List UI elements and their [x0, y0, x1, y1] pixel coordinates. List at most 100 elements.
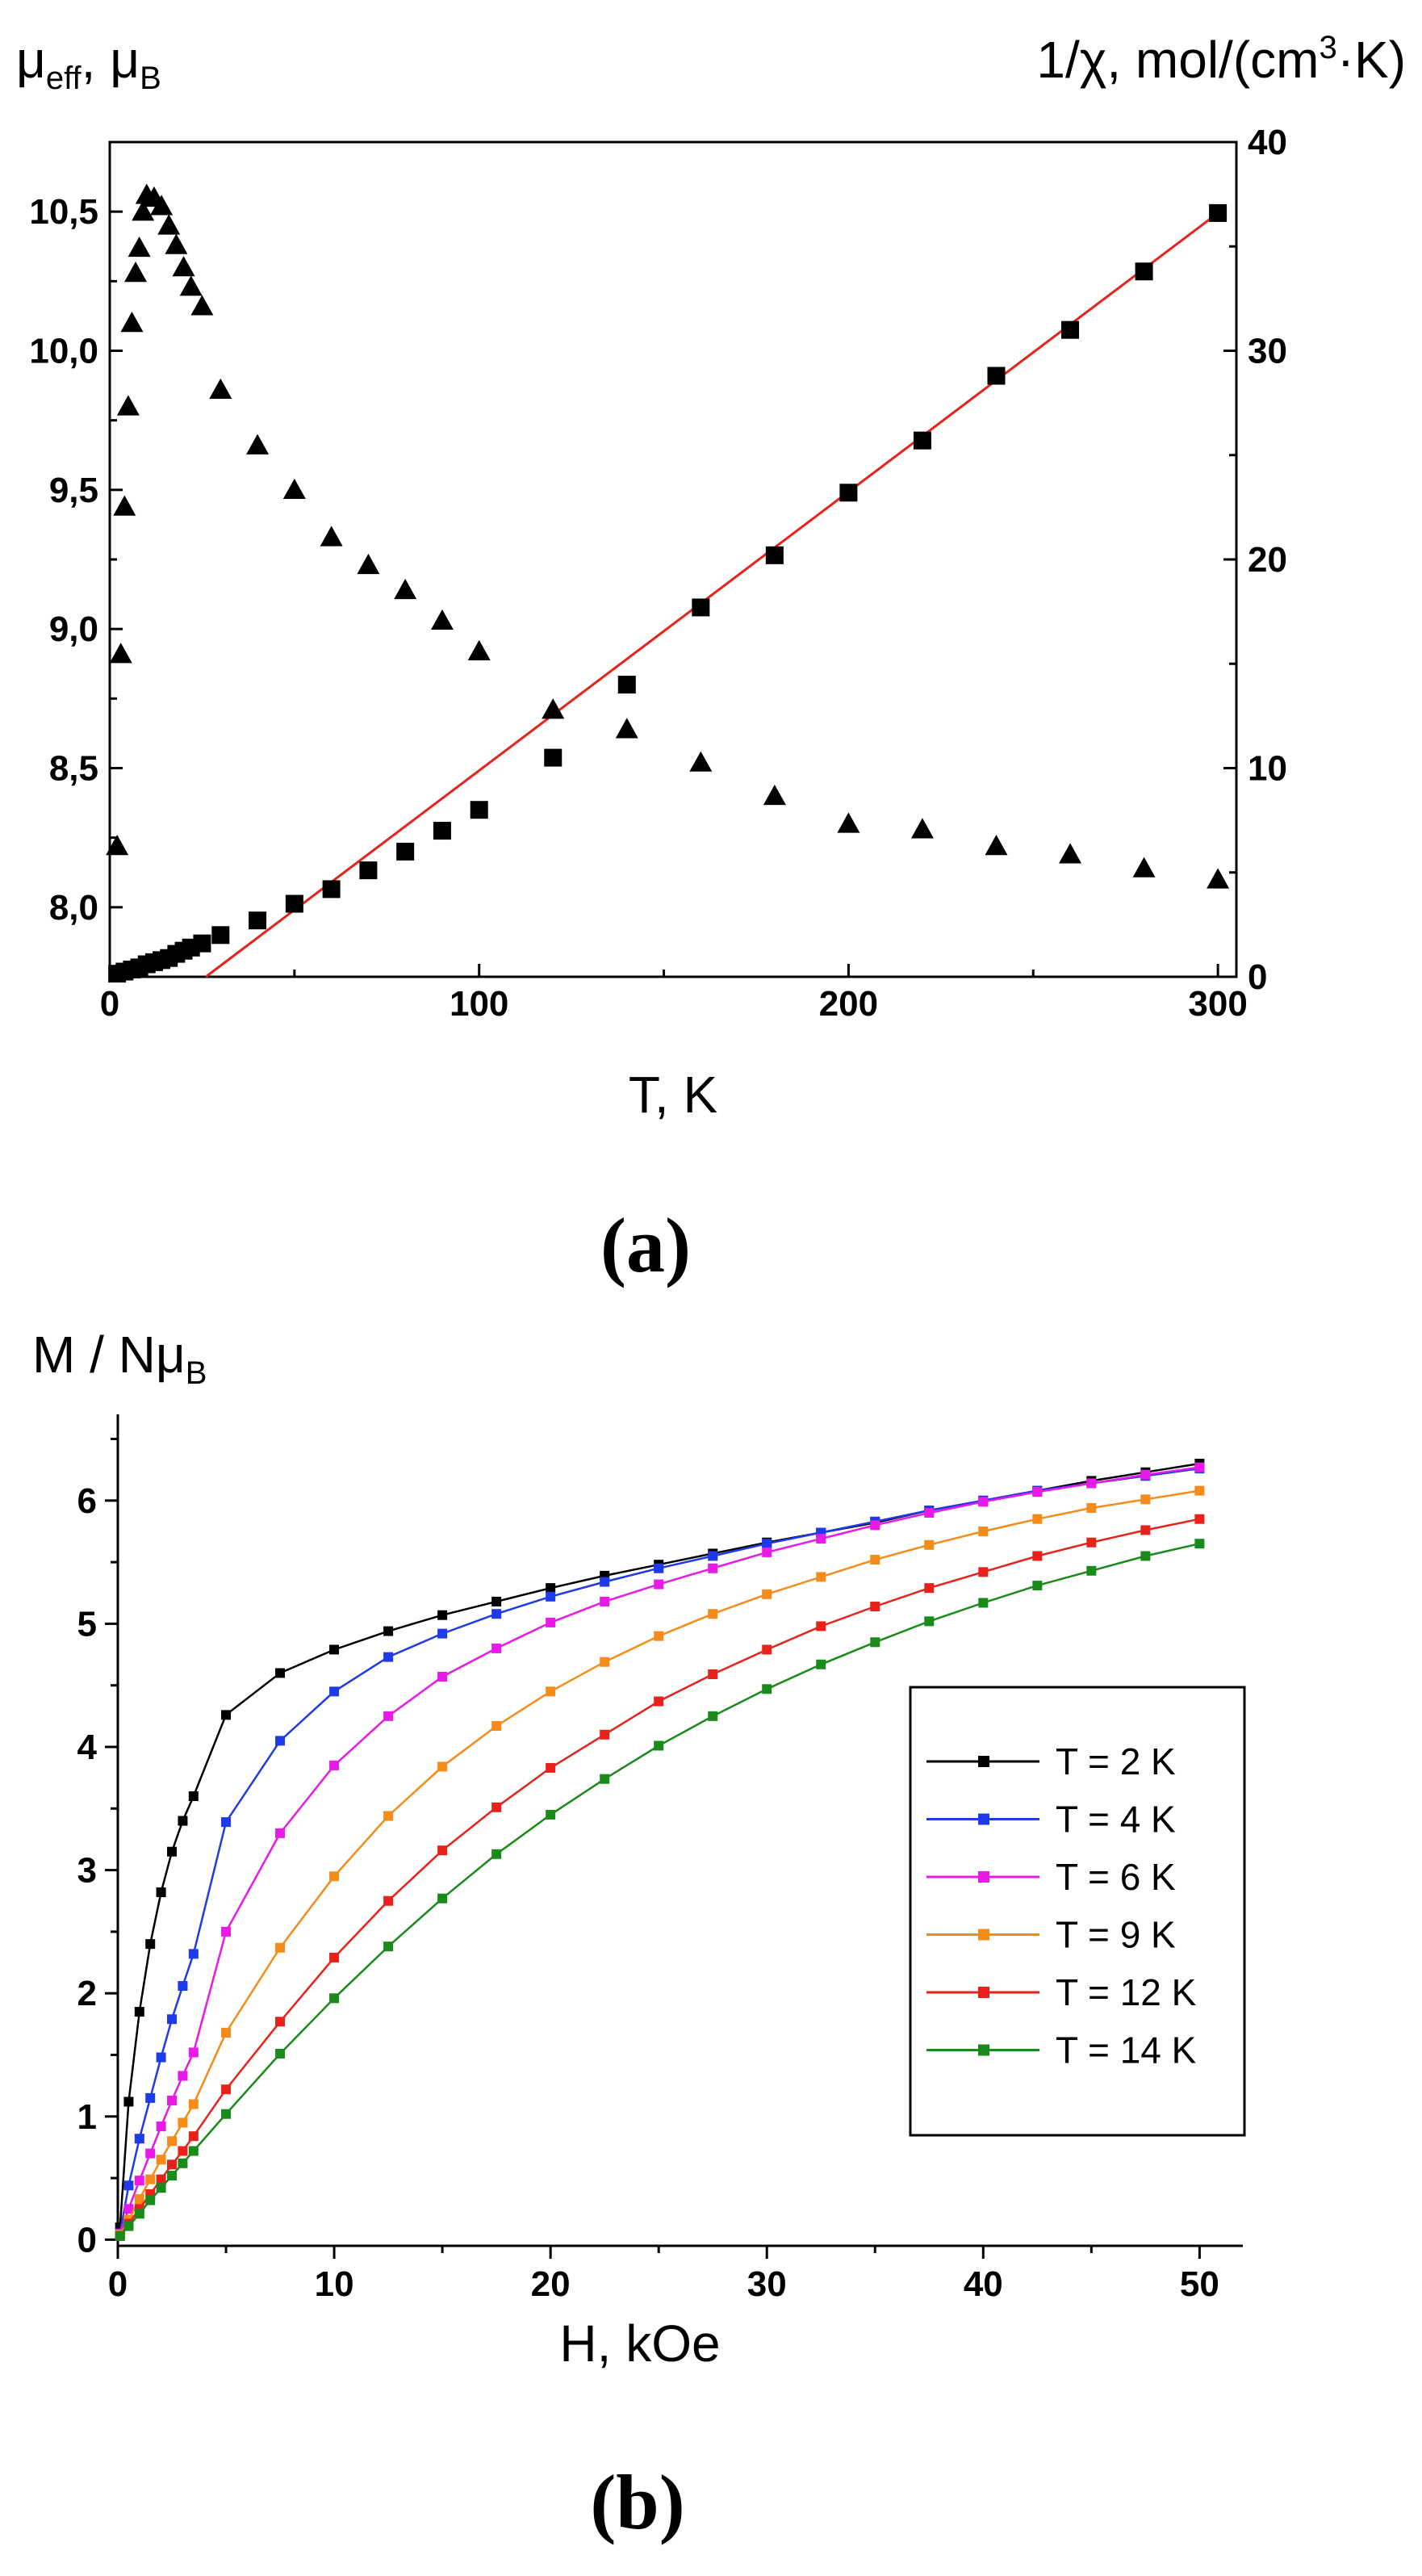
y-left-tick-label-a: 10,5 — [29, 192, 98, 232]
series-point-0 — [437, 1610, 448, 1620]
inv-chi-point — [193, 934, 211, 953]
inv-chi-point — [211, 926, 230, 945]
mu-eff-point — [837, 812, 860, 833]
series-point-2 — [1140, 1469, 1151, 1480]
inv-chi-point — [617, 676, 636, 694]
series-point-2 — [221, 1926, 232, 1937]
y-right-tick-label-a: 20 — [1248, 540, 1287, 580]
mu-eff-point — [106, 835, 129, 856]
series-point-5 — [178, 2158, 188, 2168]
mu-eff-point — [985, 835, 1008, 856]
series-point-3 — [1032, 1514, 1043, 1524]
y-right-tick-label-a: 0 — [1248, 957, 1267, 997]
series-point-4 — [167, 2159, 178, 2170]
series-point-3 — [546, 1686, 556, 1697]
series-point-0 — [546, 1583, 556, 1594]
mu-eff-point — [124, 261, 148, 283]
series-point-4 — [1194, 1514, 1205, 1524]
y-right-axis-title: 1/χ, mol/(cm3·K) — [1036, 30, 1406, 89]
series-point-3 — [1194, 1485, 1205, 1496]
inv-chi-point — [987, 367, 1006, 385]
inv-chi-point — [839, 484, 858, 502]
series-point-5 — [1086, 1565, 1097, 1576]
series-point-3 — [221, 2028, 232, 2038]
series-point-2 — [329, 1760, 340, 1770]
mu-eff-point — [394, 578, 417, 600]
series-point-4 — [178, 2146, 188, 2156]
y-right-tick-label-a: 30 — [1248, 332, 1287, 371]
series-point-0 — [167, 1846, 178, 1857]
series-point-2 — [978, 1497, 989, 1507]
y-tick-label-b: 4 — [77, 1728, 98, 1767]
series-point-3 — [134, 2194, 144, 2205]
mu-eff-point — [172, 256, 195, 277]
series-point-1 — [329, 1686, 340, 1697]
series-point-1 — [156, 2052, 166, 2063]
panel-label-b: (b) — [590, 2459, 684, 2545]
series-point-5 — [546, 1809, 556, 1820]
series-point-5 — [762, 1684, 772, 1694]
series-point-2 — [1086, 1478, 1097, 1489]
y-left-tick-label-a: 9,5 — [49, 471, 98, 510]
mu-eff-point — [246, 434, 270, 454]
series-point-3 — [762, 1589, 772, 1599]
series-point-3 — [708, 1609, 718, 1619]
series-point-5 — [600, 1774, 610, 1784]
fit-line — [205, 212, 1219, 978]
series-point-3 — [978, 1526, 989, 1536]
y-tick-label-b: 6 — [77, 1481, 97, 1521]
inv-chi-point — [1135, 262, 1153, 281]
y-tick-label-b: 1 — [77, 2097, 97, 2137]
mu-eff-point — [150, 195, 174, 216]
series-point-2 — [924, 1508, 935, 1518]
series-point-4 — [600, 1729, 610, 1740]
series-point-5 — [123, 2221, 134, 2231]
series-point-5 — [134, 2209, 144, 2219]
series-point-4 — [978, 1567, 989, 1577]
mu-eff-point — [615, 718, 638, 739]
y-right-tick-label-a: 40 — [1248, 123, 1287, 162]
x-axis-title-a: T, K — [629, 1066, 717, 1124]
series-point-4 — [816, 1621, 826, 1631]
series-point-5 — [275, 2048, 286, 2059]
series-point-5 — [1194, 1539, 1205, 1549]
panel-label-a: (a) — [600, 1202, 691, 1288]
series-point-5 — [188, 2146, 199, 2156]
series-point-4 — [329, 1952, 340, 1962]
series-point-1 — [491, 1609, 502, 1619]
series-point-3 — [383, 1811, 394, 1821]
series-point-4 — [546, 1762, 556, 1773]
series-point-4 — [654, 1696, 664, 1707]
mu-eff-point — [116, 395, 140, 416]
panel-b: 0 10 20 30 40 50 0 1 2 3 4 5 6 T = 2 K T = 4 K T = 6 K T… — [32, 1326, 1246, 2545]
series-point-1 — [654, 1563, 664, 1573]
x-tick-label-b: 40 — [964, 2264, 1003, 2304]
series-point-1 — [123, 2180, 134, 2191]
series-point-0 — [221, 1710, 232, 1720]
inv-chi-point — [249, 911, 267, 930]
series-point-0 — [491, 1596, 502, 1606]
series-point-2 — [870, 1520, 880, 1531]
series-point-1 — [145, 2092, 156, 2103]
series-point-1 — [762, 1539, 772, 1549]
y-tick-label-b: 2 — [77, 1974, 97, 2013]
series-point-4 — [275, 2017, 286, 2027]
series-point-4 — [924, 1583, 935, 1594]
series-point-5 — [1032, 1581, 1043, 1591]
series-point-4 — [221, 2084, 232, 2095]
x-tick-label-b: 0 — [108, 2264, 128, 2304]
series-point-3 — [437, 1761, 448, 1772]
inv-chi-point — [913, 431, 931, 450]
legend-label-3: T = 9 K — [1056, 1914, 1176, 1956]
series-point-0 — [156, 1887, 166, 1898]
series-point-4 — [383, 1895, 394, 1906]
mu-eff-point — [1207, 868, 1230, 889]
series-point-2 — [188, 2047, 199, 2058]
mu-eff-point — [1059, 843, 1082, 864]
series-point-0 — [178, 1816, 188, 1826]
series-point-4 — [708, 1669, 718, 1679]
series-point-0 — [134, 2007, 144, 2017]
series-point-1 — [178, 1981, 188, 1992]
series-point-2 — [600, 1596, 610, 1606]
series-point-2 — [178, 2071, 188, 2081]
